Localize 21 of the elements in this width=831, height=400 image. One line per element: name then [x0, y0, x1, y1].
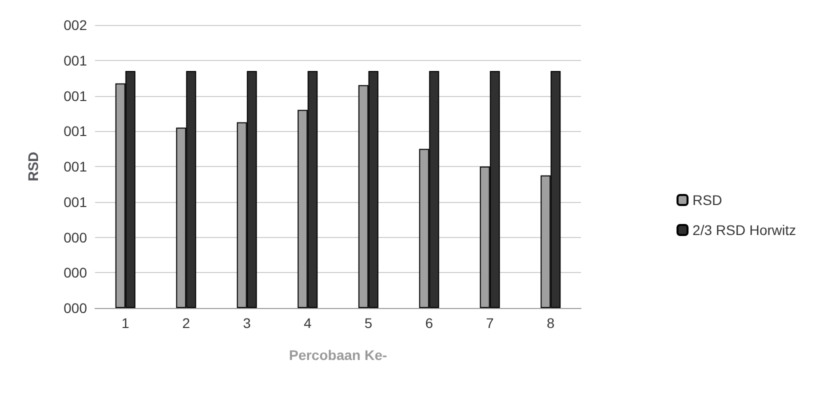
y-tick-label: 001: [64, 194, 88, 210]
x-tick-label: 7: [486, 315, 494, 331]
legend-label: 2/3 RSD Horwitz: [692, 222, 796, 238]
x-tick-label: 4: [304, 315, 312, 331]
x-tick-label: 3: [242, 315, 251, 331]
y-tick-label: 000: [64, 229, 88, 246]
x-axis-title: Percobaan Ke-: [288, 347, 388, 363]
legend-label: RSD: [692, 192, 722, 208]
y-tick-label: 002: [64, 17, 88, 33]
x-tick-label: 5: [364, 315, 372, 331]
x-tick-label: 8: [546, 315, 555, 331]
y-tick-label: 001: [64, 88, 88, 104]
y-tick-label: 001: [64, 52, 88, 68]
y-tick-label: 000: [64, 300, 88, 316]
x-tick-label: 1: [121, 315, 130, 331]
y-axis-title: RSD: [25, 152, 41, 182]
y-tick-label: 001: [64, 158, 88, 174]
y-tick-label: 001: [64, 123, 88, 140]
y-tick-label: 000: [64, 264, 88, 281]
x-tick-label: 6: [425, 315, 434, 331]
x-tick-label: 2: [182, 315, 190, 331]
